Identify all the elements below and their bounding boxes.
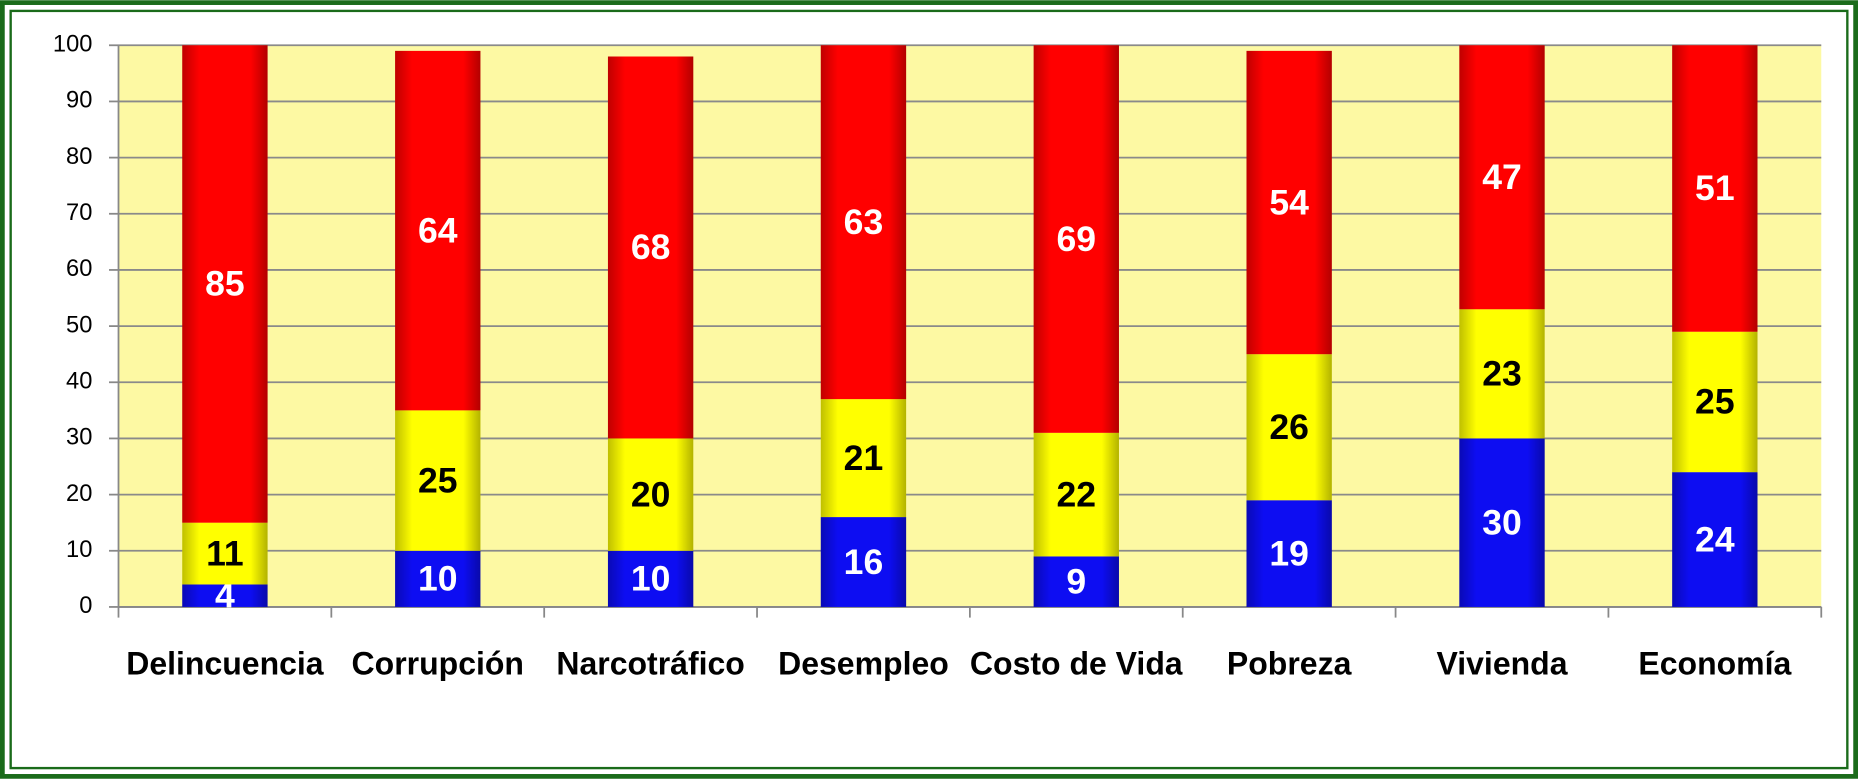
- value-label: 54: [1269, 182, 1309, 222]
- value-label: 22: [1057, 474, 1097, 514]
- x-tick-label: Economía: [1638, 646, 1792, 682]
- value-label: 4: [215, 575, 235, 615]
- x-label-box: Desempleo: [778, 646, 949, 682]
- x-label-box: Costo de Vida: [969, 646, 1183, 682]
- y-tick-label: 30: [66, 425, 92, 451]
- bar-shade: [395, 50, 481, 411]
- bar-shade: [182, 584, 268, 607]
- y-tick-label: 50: [66, 312, 92, 338]
- value-label: 69: [1057, 219, 1097, 259]
- value-label: 16: [844, 542, 884, 582]
- bar-shade: [1459, 45, 1545, 310]
- value-label: 20: [631, 474, 671, 514]
- value-label: 64: [418, 210, 458, 250]
- value-label: 11: [206, 533, 244, 573]
- y-tick-label: 80: [66, 144, 92, 170]
- bar-shade: [1459, 438, 1545, 607]
- bar-shade: [607, 56, 694, 439]
- value-label: 26: [1269, 407, 1309, 447]
- bar-shade: [607, 550, 694, 607]
- x-label-box: Economía: [1638, 646, 1792, 682]
- bar-shade: [1033, 45, 1119, 433]
- bar-shade: [1246, 500, 1332, 607]
- value-label: 10: [418, 559, 458, 599]
- x-tick-label: Pobreza: [1226, 646, 1352, 682]
- bar-shade: [182, 45, 268, 523]
- x-label-box: Narcotráfico: [556, 646, 745, 682]
- value-label: 24: [1695, 519, 1735, 559]
- value-label: 25: [418, 460, 458, 500]
- bar-shade: [395, 410, 481, 551]
- bar-shade: [1672, 472, 1758, 607]
- value-label: 10: [631, 559, 671, 599]
- inner-border: [9, 9, 1849, 770]
- value-label: 21: [844, 438, 884, 478]
- bar-shade: [1246, 50, 1332, 355]
- y-tick-label: 10: [66, 537, 92, 563]
- x-tick-label: Costo de Vida: [969, 646, 1183, 682]
- bar-shade: [395, 550, 481, 607]
- bar-shade: [1033, 556, 1119, 607]
- value-label: 68: [631, 227, 671, 267]
- bar-shade: [820, 45, 907, 400]
- y-tick-label: 40: [66, 369, 92, 395]
- bar-shade: [1246, 354, 1332, 501]
- bar-shade: [820, 399, 907, 518]
- bar-shade: [1033, 432, 1119, 557]
- bar-shade: [1672, 331, 1758, 473]
- y-tick-label: 100: [53, 32, 93, 58]
- bar-shade: [1459, 309, 1545, 439]
- bar-shade: [607, 438, 694, 551]
- value-label: 9: [1066, 561, 1086, 601]
- value-label: 47: [1482, 157, 1522, 197]
- x-tick-label: Corrupción: [351, 646, 524, 682]
- value-label: 30: [1482, 502, 1522, 542]
- value-label: 19: [1269, 533, 1309, 573]
- y-tick-label: 90: [66, 88, 92, 114]
- bar-shade: [820, 517, 907, 607]
- x-tick-label: Desempleo: [778, 646, 949, 682]
- y-tick-label: 70: [66, 200, 92, 226]
- y-tick-label: 20: [66, 481, 92, 507]
- x-label-box: Delincuencia: [126, 646, 324, 682]
- y-tick-label: 60: [66, 256, 92, 282]
- x-label-box: Vivienda: [1436, 646, 1568, 682]
- value-label: 25: [1695, 382, 1735, 422]
- x-label-box: Corrupción: [351, 646, 524, 682]
- y-tick-label: 0: [79, 593, 92, 619]
- x-tick-label: Delincuencia: [126, 646, 324, 682]
- bar-shade: [182, 522, 268, 585]
- value-label: 51: [1695, 168, 1735, 208]
- x-tick-label: Vivienda: [1436, 646, 1568, 682]
- x-label-box: Pobreza: [1226, 646, 1352, 682]
- value-label: 85: [205, 264, 245, 304]
- bar-shade: [1672, 45, 1758, 332]
- x-tick-label: Narcotráfico: [556, 646, 745, 682]
- value-label: 23: [1482, 354, 1522, 394]
- value-label: 63: [844, 202, 884, 242]
